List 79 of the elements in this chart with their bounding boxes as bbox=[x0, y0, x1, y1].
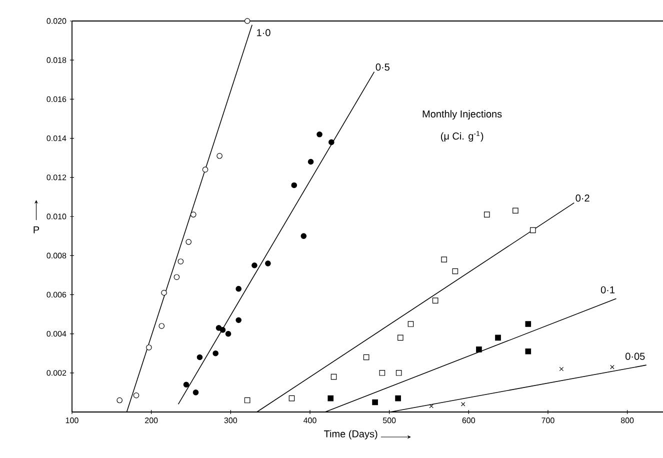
point bbox=[328, 395, 334, 402]
annotation: (μ Ci. g$^{-1}$) bbox=[440, 131, 484, 142]
point bbox=[158, 323, 165, 329]
series-label: 0·5 bbox=[376, 64, 390, 71]
series-label: 0·2 bbox=[576, 194, 590, 202]
point bbox=[484, 212, 490, 218]
point bbox=[186, 239, 192, 245]
point bbox=[133, 392, 140, 398]
x-axis-title: Time (Days) bbox=[324, 430, 378, 440]
y-tick-label: 0.008 bbox=[46, 252, 66, 258]
point bbox=[190, 212, 196, 218]
point bbox=[308, 158, 314, 165]
point bbox=[212, 350, 218, 356]
y-tick-label: 0.016 bbox=[46, 96, 66, 102]
y-axis-title: P bbox=[34, 226, 40, 234]
point bbox=[220, 326, 226, 333]
point bbox=[460, 402, 466, 406]
point bbox=[225, 330, 232, 337]
series-label: 0·05 bbox=[626, 352, 645, 360]
annotation: Monthly Injections bbox=[422, 110, 502, 120]
y-tick-label: 0.018 bbox=[46, 57, 66, 63]
point bbox=[116, 397, 122, 404]
point bbox=[146, 344, 152, 350]
y-tick-label: 0.010 bbox=[46, 214, 66, 220]
point bbox=[192, 390, 199, 396]
point bbox=[512, 208, 518, 214]
point bbox=[530, 227, 536, 234]
point bbox=[372, 399, 378, 406]
point bbox=[395, 395, 401, 402]
point bbox=[316, 131, 322, 138]
y-tick-label: 0.002 bbox=[46, 370, 66, 376]
point bbox=[236, 286, 242, 292]
point bbox=[429, 404, 434, 408]
point bbox=[432, 298, 438, 304]
point bbox=[178, 258, 184, 264]
point bbox=[291, 182, 298, 188]
x-tick-label: 500 bbox=[382, 418, 396, 424]
x-tick-label: 400 bbox=[304, 418, 316, 424]
point bbox=[196, 354, 203, 360]
point bbox=[183, 382, 190, 388]
point bbox=[330, 374, 337, 380]
point bbox=[476, 346, 482, 352]
point bbox=[328, 139, 334, 146]
point bbox=[452, 268, 458, 274]
point bbox=[379, 370, 386, 376]
point bbox=[161, 290, 167, 296]
y-tick-label: 0.004 bbox=[46, 330, 66, 337]
x-tick-label: 100 bbox=[66, 418, 78, 424]
point bbox=[288, 395, 295, 402]
point bbox=[408, 321, 414, 327]
point bbox=[441, 256, 447, 262]
x-tick-label: 700 bbox=[542, 418, 554, 424]
point bbox=[396, 370, 402, 376]
series-label: 1·0 bbox=[257, 29, 270, 36]
x-tick-label: 200 bbox=[145, 418, 158, 424]
point bbox=[525, 348, 532, 354]
y-tick-label: 0.020 bbox=[46, 18, 66, 24]
x-tick-label: 800 bbox=[620, 418, 634, 424]
point bbox=[363, 354, 370, 360]
y-tick-label: 0.006 bbox=[46, 292, 66, 298]
point bbox=[252, 262, 258, 268]
x-tick-label: 300 bbox=[224, 418, 238, 424]
x-tick-label: 600 bbox=[462, 418, 476, 424]
point bbox=[216, 152, 222, 159]
point bbox=[174, 274, 180, 280]
point bbox=[244, 18, 250, 24]
point bbox=[610, 364, 614, 370]
series-label: 0·1 bbox=[600, 286, 615, 294]
point bbox=[244, 397, 250, 404]
point bbox=[559, 366, 564, 372]
point bbox=[265, 260, 271, 266]
point bbox=[300, 233, 307, 239]
point bbox=[398, 334, 404, 341]
point bbox=[236, 317, 242, 324]
point bbox=[495, 334, 501, 341]
y-tick-label: 0.014 bbox=[46, 135, 66, 142]
y-tick-label: 0.012 bbox=[46, 174, 66, 180]
point bbox=[202, 166, 208, 172]
point bbox=[525, 321, 532, 327]
